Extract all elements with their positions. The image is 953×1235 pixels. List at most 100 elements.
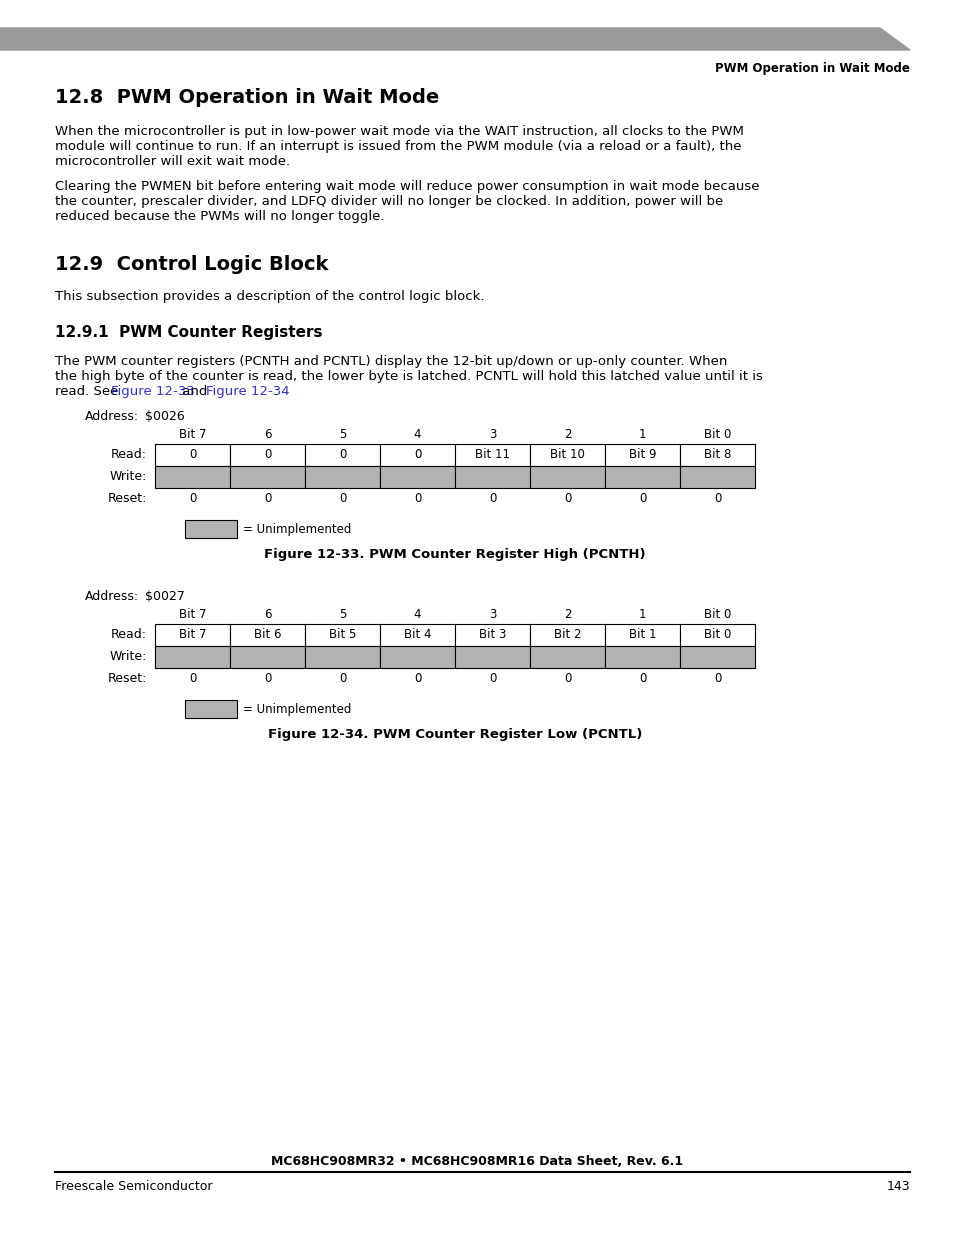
Text: 2: 2 bbox=[563, 608, 571, 621]
Text: 0: 0 bbox=[488, 673, 496, 685]
Text: Bit 7: Bit 7 bbox=[178, 429, 206, 441]
Text: $0026: $0026 bbox=[145, 410, 185, 424]
Bar bbox=[185, 520, 236, 538]
Text: This subsection provides a description of the control logic block.: This subsection provides a description o… bbox=[55, 290, 484, 303]
Bar bbox=[604, 466, 679, 488]
Text: Bit 9: Bit 9 bbox=[628, 448, 656, 462]
Bar bbox=[379, 445, 455, 466]
Text: 0: 0 bbox=[264, 448, 271, 462]
Bar bbox=[530, 646, 604, 668]
Bar bbox=[154, 466, 230, 488]
Text: Address:: Address: bbox=[85, 410, 139, 424]
Text: 0: 0 bbox=[713, 493, 720, 505]
Text: Figure 12-33. PWM Counter Register High (PCNTH): Figure 12-33. PWM Counter Register High … bbox=[264, 548, 645, 561]
Text: Bit 0: Bit 0 bbox=[703, 629, 730, 641]
Text: 0: 0 bbox=[338, 673, 346, 685]
Bar bbox=[230, 624, 305, 646]
Text: 143: 143 bbox=[885, 1179, 909, 1193]
Text: Bit 0: Bit 0 bbox=[703, 429, 730, 441]
Text: 1: 1 bbox=[639, 608, 645, 621]
Text: Write:: Write: bbox=[110, 651, 147, 663]
Text: 3: 3 bbox=[488, 429, 496, 441]
Bar bbox=[305, 646, 379, 668]
Text: 12.9.1  PWM Counter Registers: 12.9.1 PWM Counter Registers bbox=[55, 325, 322, 340]
Text: Bit 3: Bit 3 bbox=[478, 629, 506, 641]
Text: reduced because the PWMs will no longer toggle.: reduced because the PWMs will no longer … bbox=[55, 210, 384, 224]
Text: 0: 0 bbox=[264, 673, 271, 685]
Text: 2: 2 bbox=[563, 429, 571, 441]
Text: Reset:: Reset: bbox=[108, 493, 147, 505]
Text: 3: 3 bbox=[488, 608, 496, 621]
Bar bbox=[604, 445, 679, 466]
Text: 4: 4 bbox=[414, 429, 421, 441]
Bar bbox=[604, 624, 679, 646]
Text: read. See: read. See bbox=[55, 385, 123, 398]
Bar bbox=[530, 445, 604, 466]
Text: Bit 2: Bit 2 bbox=[553, 629, 580, 641]
Bar bbox=[455, 624, 530, 646]
Text: = Unimplemented: = Unimplemented bbox=[243, 703, 351, 715]
Bar bbox=[185, 700, 236, 718]
Text: Read:: Read: bbox=[111, 448, 147, 462]
Text: 0: 0 bbox=[338, 448, 346, 462]
Text: $0027: $0027 bbox=[145, 590, 185, 603]
Text: Clearing the PWMEN bit before entering wait mode will reduce power consumption i: Clearing the PWMEN bit before entering w… bbox=[55, 180, 759, 193]
Bar bbox=[305, 466, 379, 488]
Bar bbox=[530, 466, 604, 488]
Text: 0: 0 bbox=[563, 493, 571, 505]
Bar bbox=[305, 624, 379, 646]
Polygon shape bbox=[0, 28, 909, 49]
Text: and: and bbox=[178, 385, 212, 398]
Text: 0: 0 bbox=[639, 673, 645, 685]
Text: MC68HC908MR32 • MC68HC908MR16 Data Sheet, Rev. 6.1: MC68HC908MR32 • MC68HC908MR16 Data Sheet… bbox=[271, 1155, 682, 1168]
Text: the counter, prescaler divider, and LDFQ divider will no longer be clocked. In a: the counter, prescaler divider, and LDFQ… bbox=[55, 195, 722, 207]
Text: 1: 1 bbox=[639, 429, 645, 441]
Text: Bit 8: Bit 8 bbox=[703, 448, 730, 462]
Text: 0: 0 bbox=[264, 493, 271, 505]
Text: PWM Operation in Wait Mode: PWM Operation in Wait Mode bbox=[715, 62, 909, 75]
Text: Bit 1: Bit 1 bbox=[628, 629, 656, 641]
Text: 0: 0 bbox=[414, 448, 420, 462]
Bar bbox=[154, 624, 230, 646]
Text: 0: 0 bbox=[639, 493, 645, 505]
Text: 0: 0 bbox=[189, 673, 196, 685]
Text: When the microcontroller is put in low-power wait mode via the WAIT instruction,: When the microcontroller is put in low-p… bbox=[55, 125, 743, 138]
Bar bbox=[679, 466, 754, 488]
Bar bbox=[530, 624, 604, 646]
Bar bbox=[230, 445, 305, 466]
Text: module will continue to run. If an interrupt is issued from the PWM module (via : module will continue to run. If an inter… bbox=[55, 140, 740, 153]
Text: 6: 6 bbox=[263, 608, 271, 621]
Text: 0: 0 bbox=[563, 673, 571, 685]
Text: 12.8  PWM Operation in Wait Mode: 12.8 PWM Operation in Wait Mode bbox=[55, 88, 438, 107]
Text: .: . bbox=[274, 385, 277, 398]
Text: Bit 5: Bit 5 bbox=[329, 629, 355, 641]
Text: 0: 0 bbox=[713, 673, 720, 685]
Text: 0: 0 bbox=[189, 448, 196, 462]
Bar bbox=[305, 445, 379, 466]
Text: 0: 0 bbox=[414, 673, 420, 685]
Text: Address:: Address: bbox=[85, 590, 139, 603]
Bar bbox=[230, 646, 305, 668]
Bar bbox=[679, 646, 754, 668]
Bar bbox=[154, 445, 230, 466]
Text: 0: 0 bbox=[414, 493, 420, 505]
Bar bbox=[379, 624, 455, 646]
Text: 0: 0 bbox=[189, 493, 196, 505]
Bar bbox=[604, 646, 679, 668]
Text: 12.9  Control Logic Block: 12.9 Control Logic Block bbox=[55, 254, 328, 274]
Text: Read:: Read: bbox=[111, 629, 147, 641]
Bar bbox=[455, 466, 530, 488]
Bar bbox=[379, 466, 455, 488]
Text: 0: 0 bbox=[488, 493, 496, 505]
Text: Bit 7: Bit 7 bbox=[178, 608, 206, 621]
Bar bbox=[154, 646, 230, 668]
Bar bbox=[455, 445, 530, 466]
Text: 6: 6 bbox=[263, 429, 271, 441]
Bar bbox=[379, 646, 455, 668]
Text: Bit 11: Bit 11 bbox=[475, 448, 510, 462]
Bar bbox=[455, 646, 530, 668]
Text: Bit 4: Bit 4 bbox=[403, 629, 431, 641]
Text: 5: 5 bbox=[338, 429, 346, 441]
Text: Figure 12-34: Figure 12-34 bbox=[206, 385, 290, 398]
Text: Freescale Semiconductor: Freescale Semiconductor bbox=[55, 1179, 213, 1193]
